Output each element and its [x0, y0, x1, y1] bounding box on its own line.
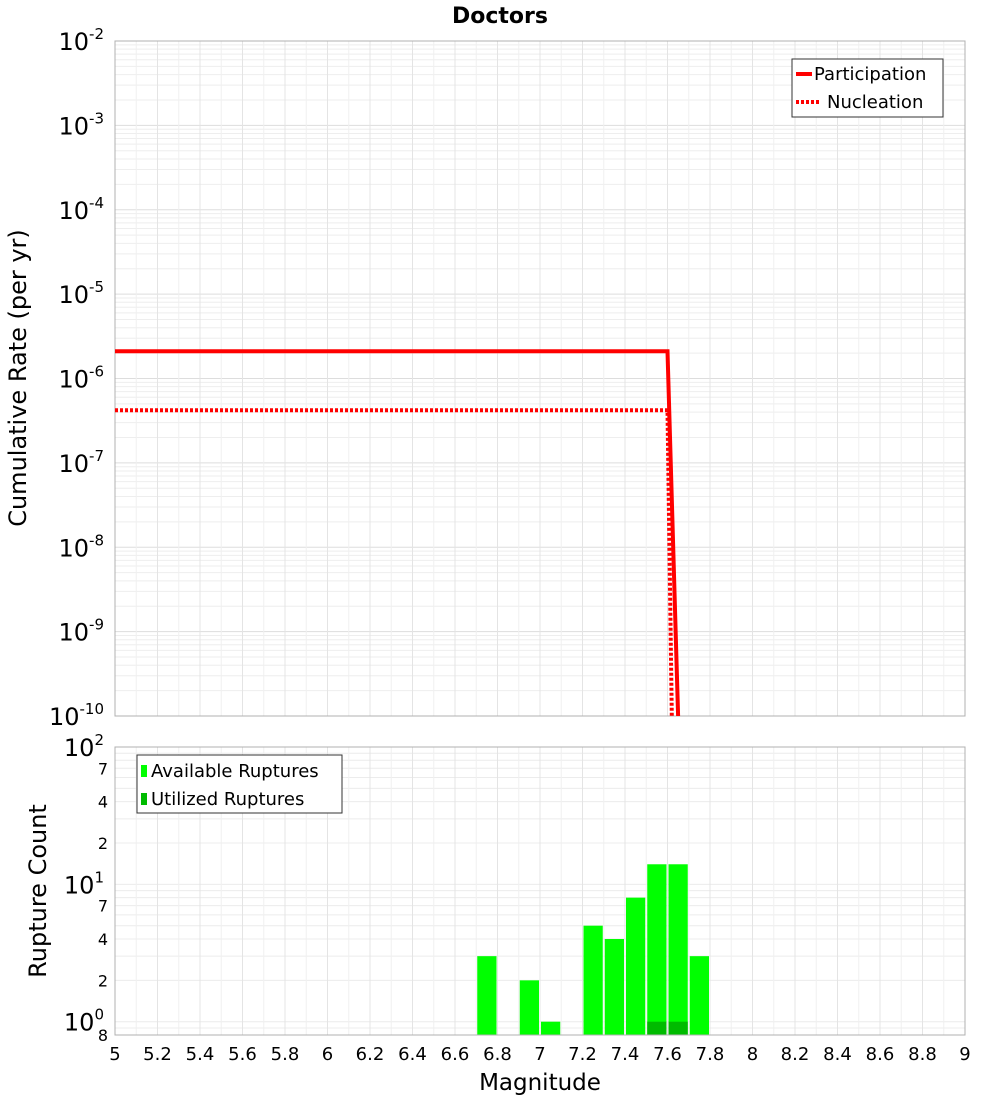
top-plot-grid [114, 41, 966, 717]
x-axis-ticks: 5 5.2 5.4 5.6 5.8 6 6.2 6.4 6.6 6.8 7 7.2 7.4 7.6 7.8 8… [109, 1044, 970, 1065]
x-tick-label: 8.8 [908, 1044, 937, 1065]
available-bar [604, 939, 624, 1035]
x-tick-label: 8.6 [866, 1044, 895, 1065]
legend-utilized-label: Utilized Ruptures [151, 789, 304, 810]
x-tick-label: 7.2 [568, 1044, 597, 1065]
x-tick-label: 7.4 [611, 1044, 640, 1065]
x-tick-label: 9 [959, 1044, 970, 1065]
bottom-y-tick-label: 102 [64, 731, 104, 762]
bottom-y-tick-label: 4 [98, 930, 108, 949]
bottom-y-tick-label: 7 [98, 759, 108, 778]
top-y-tick-label: 10-7 [58, 447, 104, 478]
top-y-axis-ticks: 10-2 10-3 10-4 10-5 10-6 10-7 10-8 10-9 10-10 [49, 25, 104, 731]
bottom-y-tick-label: 101 [64, 868, 104, 899]
x-tick-label: 8 [747, 1044, 758, 1065]
utilized-bar [647, 1021, 667, 1035]
x-tick-label: 8.4 [823, 1044, 852, 1065]
legend-utilized-swatch [141, 793, 147, 805]
x-tick-label: 6.2 [356, 1044, 385, 1065]
top-y-tick-label: 10-3 [58, 109, 104, 140]
x-tick-label: 6.6 [441, 1044, 470, 1065]
x-tick-label: 5 [109, 1044, 120, 1065]
available-bar [583, 925, 603, 1035]
bottom-y-axis-label: Rupture Count [24, 804, 52, 978]
bottom-y-tick-label: 2 [98, 834, 108, 853]
x-tick-label: 5.8 [271, 1044, 300, 1065]
top-y-tick-label: 10-9 [58, 616, 104, 647]
top-y-tick-label: 10-8 [58, 531, 104, 562]
x-axis-label: Magnitude [479, 1070, 601, 1096]
available-bar [477, 956, 497, 1035]
bottom-y-tick-label: 8 [98, 1026, 108, 1045]
available-bar [689, 956, 709, 1035]
legend-available-label: Available Ruptures [151, 761, 319, 782]
x-tick-label: 6 [322, 1044, 333, 1065]
bottom-y-tick-label: 4 [98, 793, 108, 812]
available-bar [626, 897, 646, 1035]
x-tick-label: 5.6 [228, 1044, 257, 1065]
bottom-y-tick-label: 100 [64, 1006, 104, 1037]
top-y-axis-label: Cumulative Rate (per yr) [4, 229, 32, 527]
top-plot-frame [114, 40, 966, 717]
available-bar [668, 864, 688, 1035]
top-y-tick-label: 10-6 [58, 363, 104, 394]
top-y-tick-label: 10-5 [58, 278, 104, 309]
legend-nucleation-label: Nucleation [827, 92, 923, 113]
top-legend: Participation Nucleation [791, 58, 944, 118]
bottom-y-tick-label: 7 [98, 897, 108, 916]
x-tick-label: 7.6 [653, 1044, 682, 1065]
legend-available-swatch [141, 765, 147, 777]
x-tick-label: 7.8 [696, 1044, 725, 1065]
bottom-legend-box [136, 754, 343, 814]
top-y-tick-label: 10-10 [49, 700, 104, 731]
bottom-y-tick-label: 2 [98, 971, 108, 990]
top-legend-box [791, 58, 944, 118]
top-y-tick-label: 10-2 [58, 25, 104, 56]
x-tick-label: 8.2 [781, 1044, 810, 1065]
x-tick-label: 5.4 [186, 1044, 215, 1065]
available-bar [519, 980, 539, 1035]
x-tick-label: 5.2 [143, 1044, 172, 1065]
series-participation-line [115, 349, 681, 717]
chart-title: Doctors [452, 4, 548, 29]
bottom-plot-frame [114, 746, 966, 1036]
available-bar [541, 1021, 561, 1035]
available-bar [647, 864, 667, 1035]
x-tick-label: 6.8 [483, 1044, 512, 1065]
series-nucleation-line [115, 408, 674, 717]
legend-participation-label: Participation [814, 64, 926, 85]
bottom-legend: Available Ruptures Utilized Ruptures [136, 754, 343, 814]
x-tick-label: 7 [534, 1044, 545, 1065]
top-series-group [115, 349, 681, 717]
bottom-bars-group [477, 864, 709, 1035]
utilized-bar [668, 1021, 688, 1035]
top-y-tick-label: 10-4 [58, 194, 104, 225]
x-tick-label: 6.4 [398, 1044, 427, 1065]
